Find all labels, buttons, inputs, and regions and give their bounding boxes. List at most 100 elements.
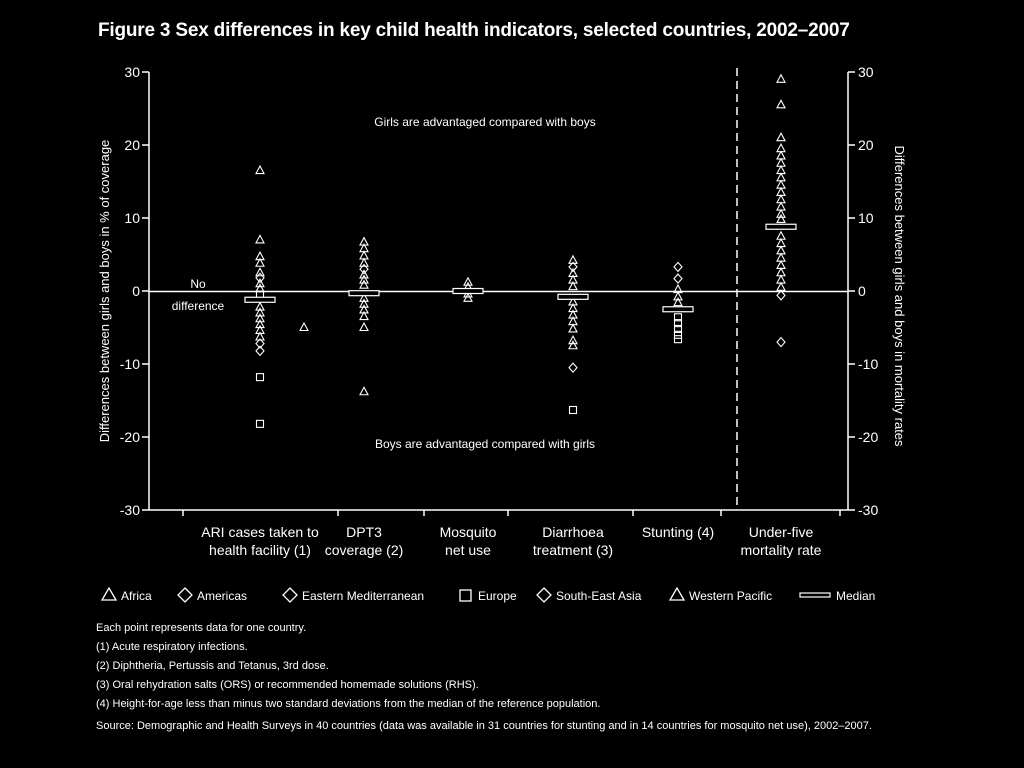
right-tick-label: -10 bbox=[858, 356, 878, 372]
median-marker-ari bbox=[244, 296, 276, 303]
data-point-dpt3 bbox=[359, 269, 369, 279]
data-point-ari bbox=[255, 267, 265, 277]
legend-label: South-East Asia bbox=[556, 589, 642, 603]
data-point-net bbox=[463, 292, 473, 302]
data-point-u5mr bbox=[776, 73, 786, 83]
no-difference-label-line2: difference bbox=[172, 299, 225, 313]
footnote-ari: (1) Acute respiratory infections. bbox=[96, 641, 248, 653]
data-point-ari bbox=[255, 338, 265, 349]
right-tick-label: -20 bbox=[858, 429, 878, 445]
annotation-boys-advantaged: Boys are advantaged compared with girls bbox=[375, 437, 595, 451]
data-points bbox=[255, 73, 786, 428]
data-point-ari bbox=[255, 283, 265, 293]
right-ticks: 30 20 10 0 -10 -20 -30 bbox=[848, 64, 878, 518]
data-point-diarrhoea bbox=[568, 323, 578, 333]
data-point-stunting bbox=[673, 313, 683, 322]
data-point-stunting bbox=[673, 324, 683, 334]
data-point-ari_offset bbox=[299, 321, 309, 332]
right-tick-label: 10 bbox=[858, 210, 874, 226]
annotation-girls-advantaged: Girls are advantaged compared with boys bbox=[374, 115, 595, 129]
data-point-ari bbox=[255, 345, 265, 357]
data-point-stunting bbox=[673, 273, 683, 284]
data-point-dpt3 bbox=[359, 292, 369, 302]
category-label-dpt3: coverage (2) bbox=[325, 542, 404, 558]
data-point-u5mr bbox=[776, 290, 786, 301]
data-point-ari bbox=[255, 313, 265, 323]
footnote-diarrhoea: (3) Oral rehydration salts (ORS) or reco… bbox=[96, 679, 479, 691]
y-axis-label-left: Differences between girls and boys in % … bbox=[97, 140, 112, 443]
legend-marker-diamond bbox=[177, 587, 193, 603]
left-tick-label: 0 bbox=[132, 283, 140, 299]
data-point-dpt3 bbox=[359, 257, 369, 267]
no-difference-label-line1: No bbox=[190, 277, 206, 291]
y-axis-label-right: Differences between girls and boys in mo… bbox=[892, 145, 907, 447]
source-note: Source: Demographic and Health Surveys i… bbox=[96, 720, 872, 732]
median-markers bbox=[244, 223, 797, 313]
legend: Africa Americas Eastern Mediterranean Europ… bbox=[100, 586, 875, 603]
data-point-ari bbox=[255, 278, 265, 288]
category-label-diarrhoea: treatment (3) bbox=[533, 542, 613, 558]
data-point-diarrhoea bbox=[568, 280, 578, 291]
median-marker-stunting bbox=[662, 306, 694, 313]
data-point-ari bbox=[255, 373, 265, 382]
data-point-u5mr bbox=[776, 132, 786, 142]
data-point-diarrhoea bbox=[568, 362, 578, 373]
data-point-stunting bbox=[673, 261, 683, 273]
data-point-ari bbox=[255, 419, 265, 428]
data-point-dpt3 bbox=[359, 263, 369, 275]
category-label-ari: ARI cases taken to bbox=[201, 524, 319, 540]
data-point-dpt3 bbox=[359, 274, 369, 284]
category-label-net: Mosquito bbox=[440, 524, 497, 540]
category-label-net: net use bbox=[445, 542, 491, 558]
legend-marker-triangle bbox=[668, 586, 686, 601]
data-point-u5mr bbox=[776, 336, 786, 348]
median-marker-net bbox=[452, 287, 484, 295]
legend-label: Western Pacific bbox=[689, 589, 772, 603]
data-point-ari bbox=[255, 257, 265, 267]
data-point-stunting bbox=[673, 335, 683, 344]
category-label-u5mr: Under-five bbox=[749, 524, 814, 540]
median-marker-u5mr bbox=[765, 223, 797, 230]
legend-label: Americas bbox=[197, 589, 247, 603]
category-label-ari: health facility (1) bbox=[209, 542, 311, 558]
chart-title: Figure 3 Sex differences in key child he… bbox=[98, 20, 850, 41]
data-point-dpt3 bbox=[359, 298, 369, 308]
right-tick-label: 20 bbox=[858, 137, 874, 153]
data-point-u5mr bbox=[776, 99, 786, 109]
legend-marker-triangle bbox=[100, 586, 118, 601]
legend-marker-diamond bbox=[536, 587, 552, 603]
left-tick-label: -20 bbox=[120, 429, 140, 445]
data-point-diarrhoea bbox=[568, 254, 578, 264]
legend-marker-diamond bbox=[282, 587, 298, 603]
legend-marker-square bbox=[459, 589, 472, 602]
data-point-u5mr bbox=[776, 208, 786, 218]
legend-label: Africa bbox=[121, 589, 152, 603]
data-point-diarrhoea bbox=[568, 334, 578, 345]
left-ticks: 30 20 10 0 -10 -20 -30 bbox=[120, 64, 149, 518]
footnote-stunting: (4) Height-for-age less than minus two s… bbox=[96, 698, 601, 710]
data-point-ari bbox=[255, 164, 265, 175]
left-tick-label: 10 bbox=[124, 210, 140, 226]
category-label-dpt3: DPT3 bbox=[346, 524, 382, 540]
left-tick-label: -10 bbox=[120, 356, 140, 372]
data-point-dpt3 bbox=[359, 279, 369, 289]
data-point-ari bbox=[255, 234, 265, 244]
data-point-ari bbox=[255, 331, 265, 341]
median-marker-dpt3 bbox=[348, 290, 380, 297]
data-point-stunting bbox=[673, 319, 683, 328]
median-marker-diarrhoea bbox=[557, 293, 589, 300]
legend-label: Median bbox=[836, 589, 875, 603]
data-point-ari bbox=[255, 272, 265, 284]
data-point-dpt3 bbox=[359, 310, 369, 321]
data-point-u5mr bbox=[776, 213, 786, 224]
data-point-net bbox=[463, 276, 473, 286]
legend-label: Europe bbox=[478, 589, 517, 603]
legend-label: Eastern Mediterranean bbox=[302, 589, 424, 603]
data-point-stunting bbox=[673, 330, 683, 339]
data-point-stunting bbox=[673, 291, 683, 301]
data-point-ari bbox=[255, 318, 265, 329]
footnote-line1: Each point represents data for one count… bbox=[96, 622, 307, 634]
scatter-chart: 30 20 10 0 -10 -20 -30 30 20 10 0 -10 -20 -30 Differ… bbox=[97, 64, 907, 603]
category-label-stunting: Stunting (4) bbox=[642, 524, 714, 540]
data-point-ari bbox=[255, 307, 265, 317]
